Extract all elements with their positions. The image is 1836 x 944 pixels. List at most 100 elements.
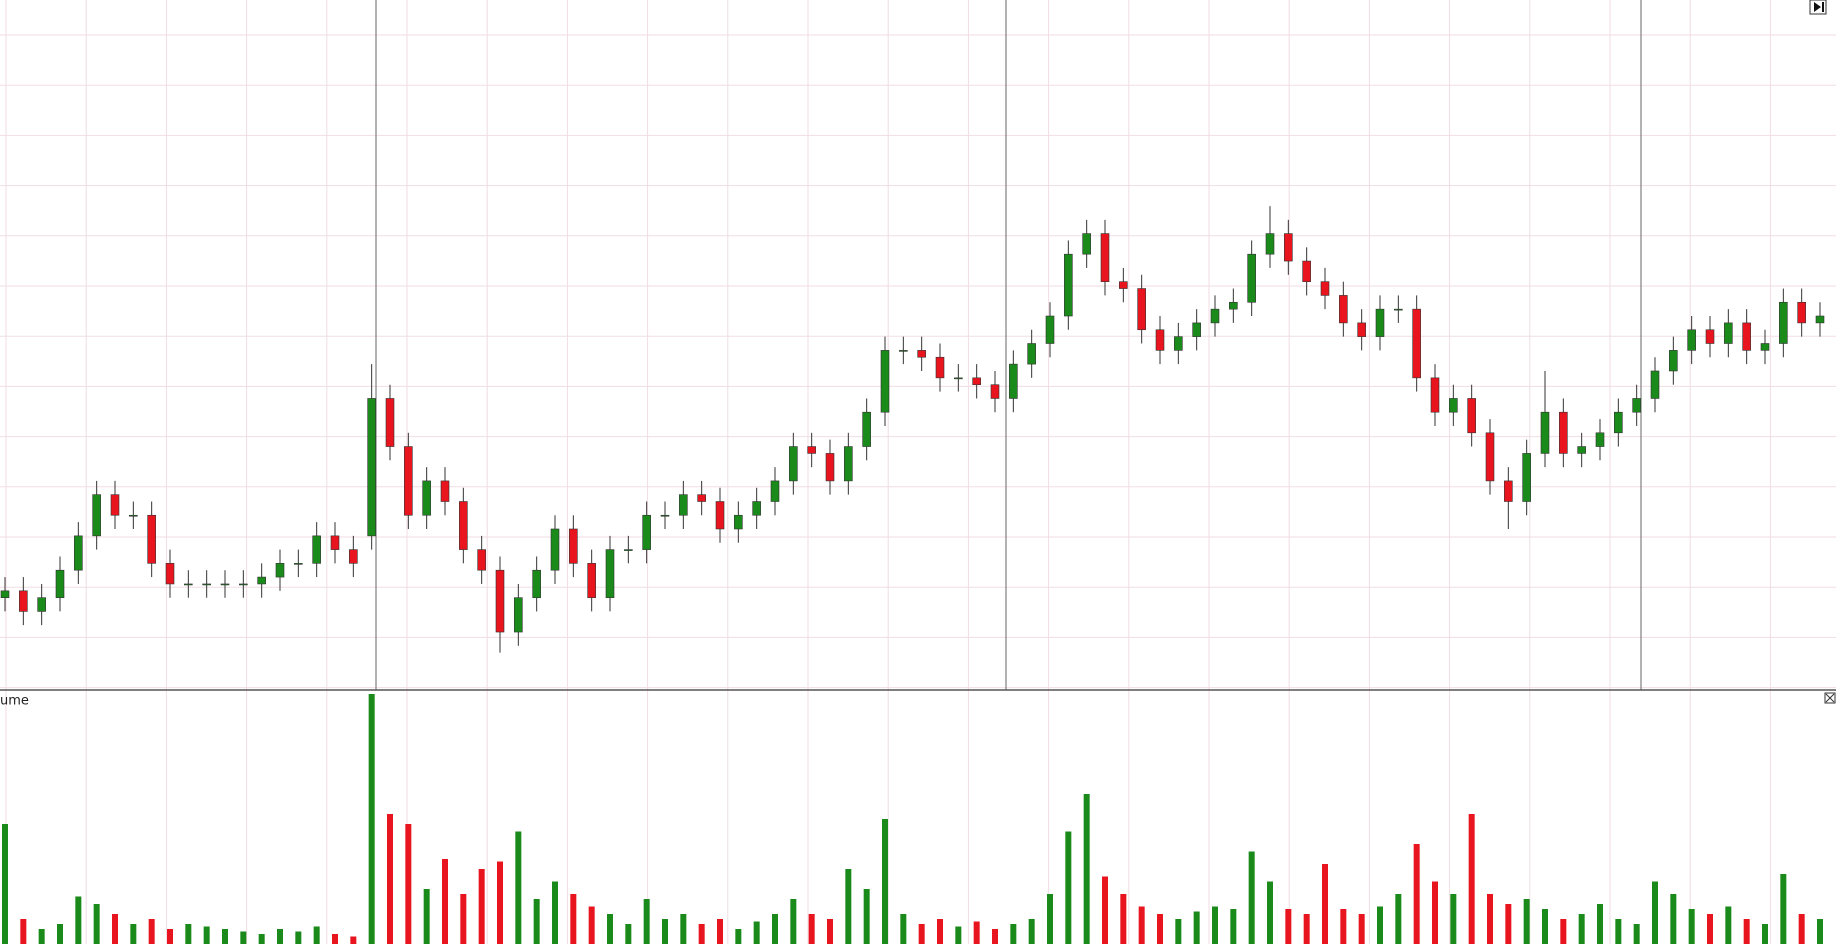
- volume-bar: [167, 929, 173, 944]
- volume-bar: [203, 926, 210, 944]
- volume-bar: [827, 919, 833, 944]
- volume-bar: [717, 919, 723, 944]
- volume-bar: [735, 929, 742, 944]
- volume-bar: [1597, 904, 1603, 944]
- volume-bar: [1340, 909, 1347, 944]
- scroll-end-button[interactable]: [1809, 0, 1827, 15]
- volume-bar: [533, 899, 540, 944]
- candle-body: [349, 549, 358, 564]
- volume-bar: [1322, 864, 1328, 944]
- volume-bar: [368, 694, 375, 944]
- candle-body: [1247, 253, 1256, 303]
- candle-body: [385, 398, 395, 447]
- candle-body: [220, 583, 230, 586]
- volume-bar: [1652, 881, 1658, 944]
- volume-bar: [350, 936, 357, 944]
- volume-bar: [497, 861, 503, 944]
- volume-bar: [1615, 919, 1622, 944]
- candle-body: [1375, 308, 1385, 337]
- volume-bar: [1248, 851, 1255, 944]
- volume-bar: [1285, 909, 1292, 944]
- candle-body: [110, 494, 120, 516]
- candle-body: [129, 514, 138, 517]
- volume-bar: [845, 869, 852, 944]
- candle-body: [1119, 281, 1128, 289]
- volume-bar: [1303, 914, 1310, 944]
- candle-body: [697, 494, 706, 502]
- candle-body: [1705, 329, 1715, 344]
- volume-bar: [753, 921, 760, 944]
- candle-body: [1559, 411, 1568, 454]
- volume-bar: [1120, 894, 1127, 944]
- candle-body: [1797, 301, 1806, 324]
- candle-body: [972, 377, 981, 386]
- candle-body: [147, 514, 156, 564]
- volume-bar: [643, 899, 650, 944]
- volume-bar: [478, 869, 485, 944]
- candle-body: [1155, 329, 1165, 351]
- volume-bar: [607, 914, 613, 944]
- candle-body: [1192, 322, 1201, 337]
- candle-body: [1027, 343, 1036, 365]
- volume-bar: [900, 914, 907, 944]
- volume-bar: [1358, 914, 1365, 944]
- candle-body: [880, 350, 890, 413]
- volume-bar: [460, 894, 467, 944]
- candle-body: [624, 549, 633, 551]
- candle-body: [935, 356, 945, 379]
- volume-bar: [1707, 914, 1713, 944]
- candle-body: [1540, 411, 1550, 454]
- volume-bar: [1193, 911, 1200, 944]
- candle-body: [202, 583, 211, 586]
- candle-body: [1632, 398, 1641, 413]
- volume-bar: [1578, 914, 1585, 944]
- volume-bar: [1487, 894, 1493, 944]
- candle-body: [1284, 233, 1293, 262]
- candle-body: [1064, 253, 1073, 317]
- candle-body: [1082, 233, 1091, 255]
- candle-body: [92, 494, 101, 537]
- volume-bar: [1542, 909, 1548, 944]
- volume-bar: [790, 899, 797, 944]
- volume-bar: [442, 859, 448, 944]
- candle-body: [1760, 343, 1770, 351]
- candle-body: [184, 583, 193, 586]
- candle-body: [0, 590, 10, 598]
- candle-body: [1210, 308, 1220, 324]
- candle-body: [734, 514, 743, 530]
- volume-bar: [1743, 919, 1750, 944]
- candle-body: [330, 535, 340, 550]
- candle-body: [1504, 480, 1513, 502]
- candle-body: [954, 377, 963, 380]
- volume-bar: [1688, 909, 1695, 944]
- candle-body: [239, 583, 248, 586]
- volume-label: ume: [0, 694, 29, 709]
- candle-body: [862, 411, 871, 447]
- volume-bar: [148, 919, 155, 944]
- volume-bar: [515, 831, 522, 944]
- candle-body: [257, 576, 266, 585]
- candle-body: [917, 350, 926, 358]
- volume-bar: [75, 896, 82, 944]
- candle-body: [679, 494, 688, 516]
- candle-body: [1045, 315, 1055, 344]
- candle-body: [294, 563, 303, 565]
- candle-body: [1595, 432, 1605, 447]
- volume-bar: [1505, 904, 1512, 944]
- volume-bar: [1047, 894, 1053, 944]
- volume-bar: [1028, 919, 1035, 944]
- candle-body: [1669, 350, 1678, 372]
- candle-body: [404, 446, 413, 516]
- candle-body: [1302, 260, 1311, 282]
- candle-body: [312, 535, 321, 564]
- volume-bar: [1138, 906, 1145, 944]
- volume-bar: [863, 889, 870, 944]
- candle-body: [1815, 315, 1825, 324]
- volume-bar: [222, 929, 228, 944]
- candle-body: [514, 597, 523, 633]
- volume-bar: [570, 894, 577, 944]
- candle-body: [660, 514, 670, 517]
- close-panel-button[interactable]: [1824, 692, 1836, 704]
